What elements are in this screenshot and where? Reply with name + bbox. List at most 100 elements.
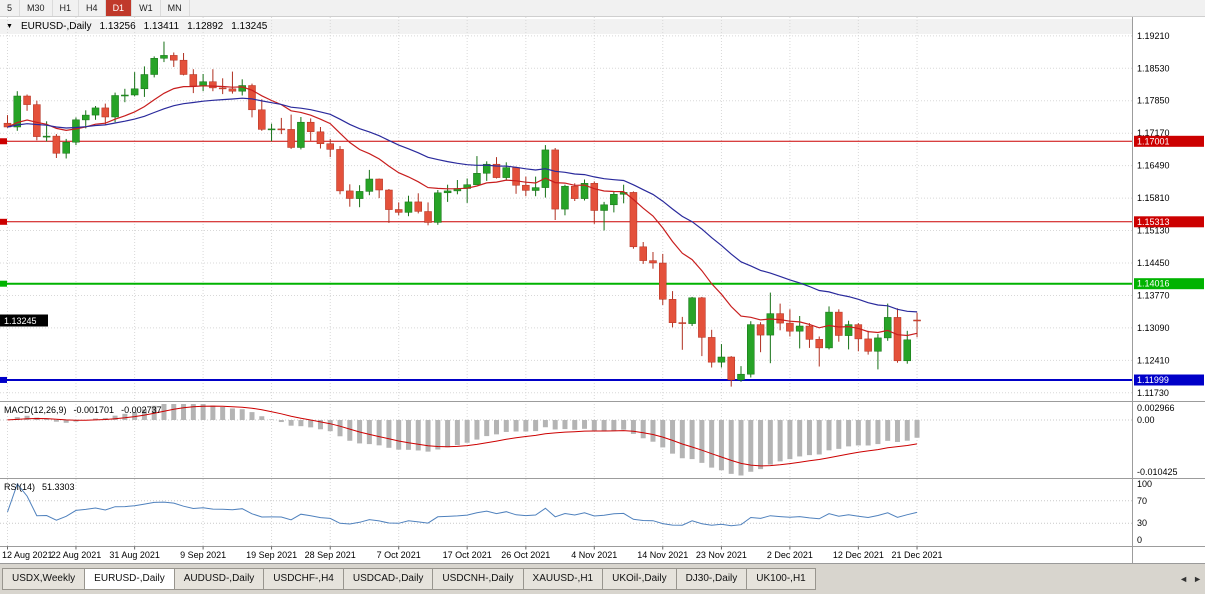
date-axis-label: 4 Nov 2021 [571,550,617,560]
timeframe-toolbar: 5 M30 H1 H4 D1 W1 MN [0,0,1205,17]
candle-body [355,191,364,199]
price-axis-label: 1.13770 [1137,290,1170,300]
candle-body [258,109,266,130]
candle-body [747,324,755,375]
candle-body [23,95,31,105]
chart-tab-xauusd-h1[interactable]: XAUUSD-,H1 [522,568,604,590]
chart-tab-usdcad-daily[interactable]: USDCAD-,Daily [342,568,434,590]
timeframe-button-H4[interactable]: H4 [79,0,106,16]
candle-body [287,129,295,148]
tab-scroll-right-icon[interactable]: ► [1193,574,1202,584]
macd-axis-max: 0.002966 [1137,403,1175,413]
timeframe-button-H1[interactable]: H1 [53,0,80,16]
candle-body [522,184,530,191]
timeframe-button-5[interactable]: 5 [0,0,21,16]
chart-tab-ukoil-daily[interactable]: UKOil-,Daily [602,568,677,590]
chart-area: 1.19210 1.18530 1.17850 1.17170 1.16490 1.158… [0,17,1205,563]
candle-body [375,178,383,191]
candle-body [277,128,286,131]
candle-body [766,313,775,336]
candle-body [111,95,119,118]
candle-body [570,185,579,199]
price-chart-canvas[interactable]: 1.19210 1.18530 1.17850 1.17170 1.16490 1.158… [0,17,1205,563]
candle-body [346,190,354,199]
candle-body [512,167,520,186]
candle-body [52,135,61,154]
hline-price-tag: 1.15313 [1137,217,1170,227]
chart-tab-eurusd-daily[interactable]: EURUSD-,Daily [84,568,175,590]
candle-body [473,173,481,186]
date-axis-label: 22 Aug 2021 [51,550,102,560]
candle-body [150,58,158,75]
price-axis-label: 1.14450 [1137,258,1170,268]
price-axis-label: 1.15810 [1137,193,1170,203]
rsi-axis-label: 100 [1137,479,1152,489]
candle-body [140,74,149,90]
candle-body [101,107,110,118]
date-axis-label: 31 Aug 2021 [109,550,160,560]
candle-body [698,297,706,338]
macd-axis-zero: 0.00 [1137,415,1155,425]
candle-body [13,95,22,128]
chart-tab-dj30-daily[interactable]: DJ30-,Daily [675,568,748,590]
candle-body [707,337,716,363]
candle-body [189,74,198,87]
price-axis-label: 1.13090 [1137,323,1170,333]
chart-tab-uk100-h1[interactable]: UK100-,H1 [746,568,816,590]
chart-tab-usdcnh-daily[interactable]: USDCNH-,Daily [432,568,524,590]
candle-body [121,94,129,97]
candle-body [130,88,139,96]
candle-body [42,135,51,138]
candle-body [394,209,403,213]
candle-body [649,260,657,264]
chart-tab-usdx-weekly[interactable]: USDX,Weekly [2,568,86,590]
tab-scroll-controls: ◄ ► [1179,573,1202,586]
candle-body [414,201,423,212]
date-axis-label: 12 Aug 2021 [2,550,53,560]
tab-scroll-left-icon[interactable]: ◄ [1179,574,1189,584]
rsi-axis-label: 0 [1137,535,1142,545]
chart-tab-usdchf-h4[interactable]: USDCHF-,H4 [263,568,344,590]
price-axis-label: 1.11730 [1137,388,1169,398]
candle-body [756,324,765,336]
timeframe-button-M30[interactable]: M30 [20,0,53,16]
candle-body [434,192,442,223]
candle-body [62,142,70,154]
timeframe-button-MN[interactable]: MN [161,0,190,16]
candle-body [874,337,882,352]
hline-price-tag-bg [1134,135,1204,147]
candle-body [678,322,687,324]
candle-body [913,319,921,322]
hline-left-marker [0,376,7,383]
candle-body [228,88,237,92]
horizontal-lines-layer [0,138,1133,383]
timeframe-button-W1[interactable]: W1 [132,0,161,16]
hline-price-tag: 1.11999 [1137,375,1169,385]
candle-body [91,107,100,116]
candle-body [502,167,511,178]
candle-body [737,373,745,381]
candle-body [267,128,276,131]
candle-body [218,87,227,90]
price-axis-label: 1.15130 [1137,226,1170,236]
chart-tab-audusd-daily[interactable]: AUDUSD-,Daily [173,568,265,590]
date-axis-label: 17 Oct 2021 [443,550,492,560]
candle-body [385,189,393,210]
candle-body [590,183,599,211]
candle-body [209,81,217,89]
candle-body [404,201,413,213]
candle-body [365,178,374,192]
date-axis-label: 14 Nov 2021 [637,550,688,560]
date-axis-label: 19 Sep 2021 [246,550,297,560]
candle-body [629,192,638,248]
candle-body [854,324,863,340]
hline-left-marker [0,218,7,225]
timeframe-button-D1[interactable]: D1 [105,0,133,16]
candle-body [883,317,892,339]
candle-body [170,55,178,61]
candle-body [786,322,794,332]
ma-slow-line [7,97,918,313]
indicator-axis-labels: 0.002966 0.00 -0.010425 100 70 30 0 [1137,403,1178,545]
candle-body [610,194,618,206]
candle-body [33,104,41,137]
